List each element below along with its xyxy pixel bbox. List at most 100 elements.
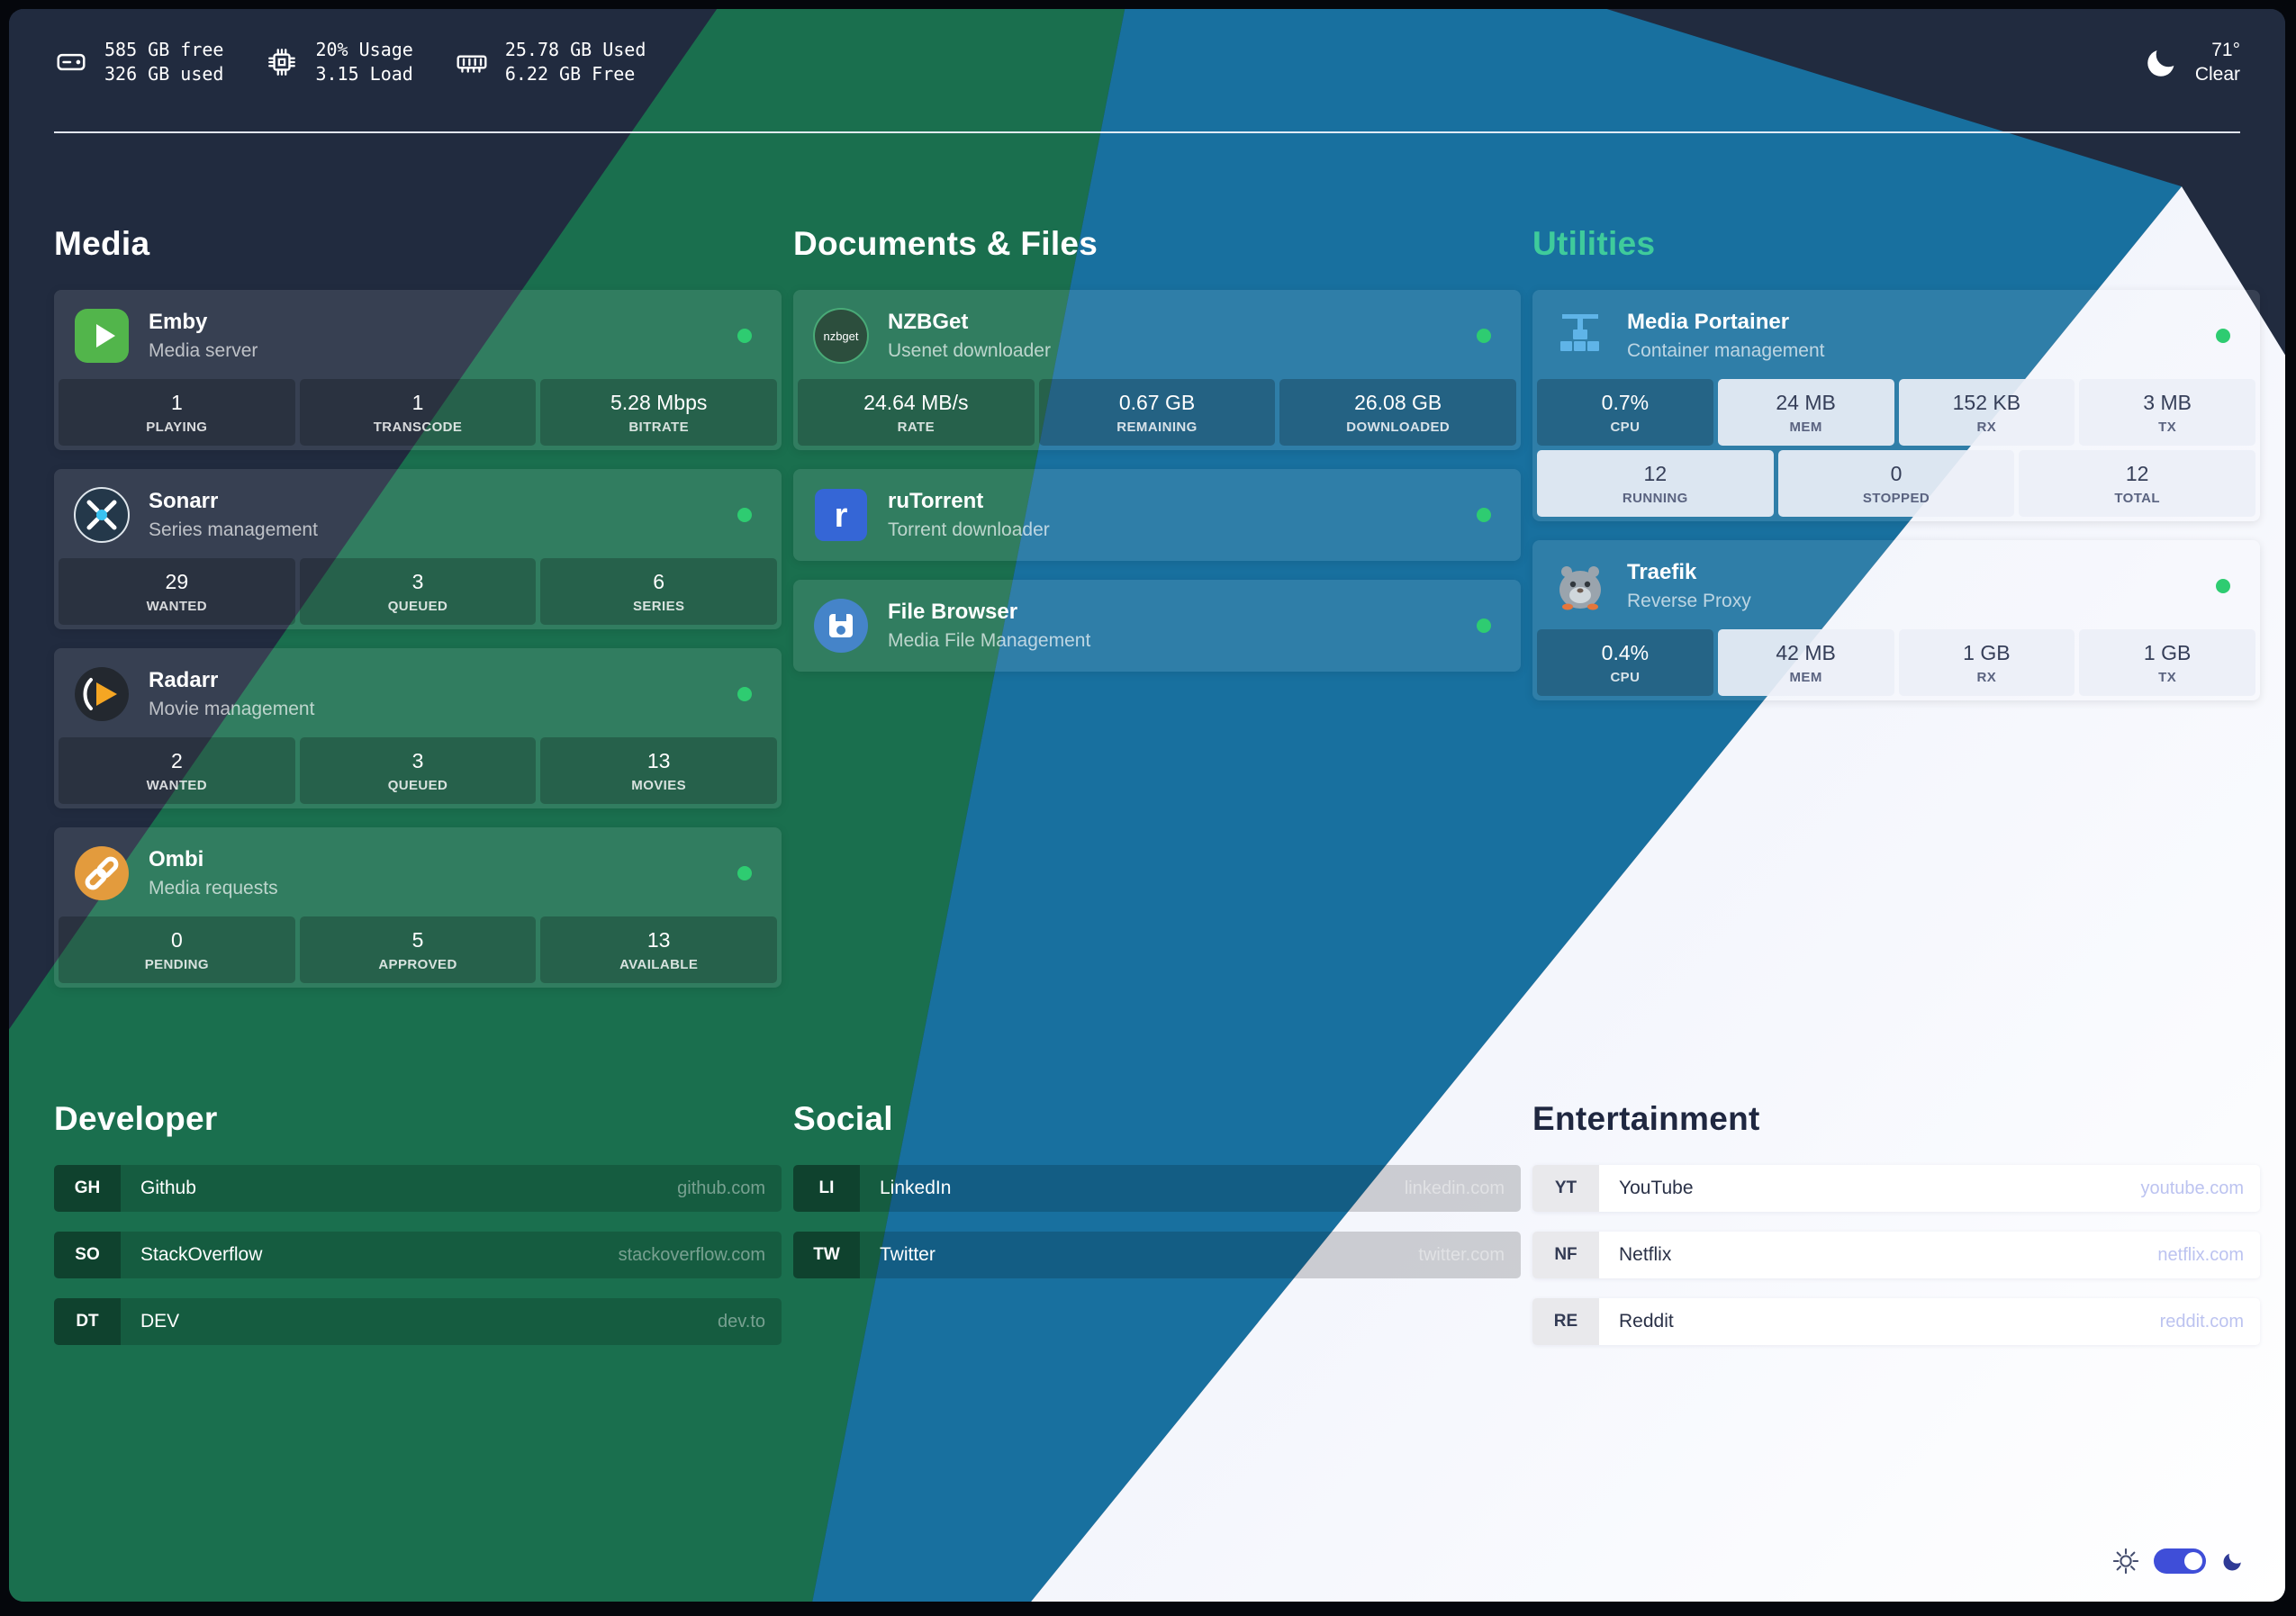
app-card-traefik[interactable]: Traefik Reverse Proxy 0.4% CPU 42 MB MEM (1532, 540, 2260, 700)
link-url: netflix.com (2157, 1244, 2244, 1265)
link-dev[interactable]: DT DEV dev.to (54, 1298, 782, 1345)
stat-value: 0.4% (1601, 641, 1650, 664)
app-name: File Browser (888, 600, 1018, 624)
stat-chip: 29 WANTED (59, 558, 295, 625)
stat-value: 13 (646, 928, 671, 952)
app-card-sonarr[interactable]: Sonarr Series management 29 WANTED 3 QUE… (54, 469, 782, 629)
radarr-icon (73, 665, 131, 723)
stat-label: CPU (1610, 670, 1641, 685)
app-card-emby[interactable]: Emby Media server 1 PLAYING 1 TRANSCODE (54, 290, 782, 450)
memory-used-text: 25.78 GB Used (504, 39, 646, 60)
stat-value: 24 MB (1776, 391, 1836, 414)
app-subtitle: Torrent downloader (888, 519, 1050, 540)
link-url: youtube.com (2140, 1178, 2244, 1198)
moon-icon[interactable] (2220, 1548, 2246, 1574)
link-tag-badge: TW (793, 1232, 860, 1278)
stat-label: STOPPED (1862, 491, 1930, 506)
theme-toggle-knob (2184, 1552, 2202, 1570)
status-dot (1477, 618, 1491, 633)
stat-label: AVAILABLE (619, 957, 699, 972)
stat-chip: 42 MB MEM (1717, 629, 1894, 696)
app-card-portainer[interactable]: Media Portainer Container management 0.7… (1532, 290, 2260, 521)
cpu-usage-text: 20% Usage (315, 39, 413, 60)
link-name: DEV (140, 1311, 180, 1332)
stat-label: CPU (1610, 420, 1641, 435)
stat-label: RX (1976, 670, 1997, 685)
topbar-divider (54, 131, 2240, 133)
link-url: reddit.com (2159, 1311, 2244, 1332)
stat-label: BITRATE (628, 420, 690, 435)
stat-value: 24.64 MB/s (863, 391, 969, 414)
status-dot (737, 508, 752, 522)
stat-chip: 12 RUNNING (1537, 450, 1774, 517)
link-tag-badge: NF (1532, 1232, 1599, 1278)
section-title-utilities: Utilities (1532, 225, 1656, 262)
stat-value: 26.08 GB (1354, 391, 1442, 414)
stat-value: 1 (411, 391, 424, 414)
link-name: Twitter (880, 1244, 936, 1265)
stat-label: MEM (1789, 420, 1822, 435)
app-subtitle: Media server (149, 340, 258, 361)
temperature-text: 71° (2211, 40, 2240, 60)
link-github[interactable]: GH Github github.com (54, 1165, 782, 1212)
link-tag-badge: GH (54, 1165, 121, 1212)
stat-chip: 1 PLAYING (59, 379, 295, 446)
rutorrent-icon: r (812, 486, 870, 544)
emby-icon (73, 307, 131, 365)
sun-icon[interactable] (2112, 1548, 2139, 1575)
app-card-nzbget[interactable]: nzbget NZBGet Usenet downloader 24.64 MB… (793, 290, 1521, 450)
stat-chip: 0.4% CPU (1537, 629, 1713, 696)
link-stackoverflow[interactable]: SO StackOverflow stackoverflow.com (54, 1232, 782, 1278)
app-name: Media Portainer (1627, 310, 1790, 334)
link-netflix[interactable]: NF Netflix netflix.com (1532, 1232, 2260, 1278)
system-status-bar: 585 GB free 326 GB used 20% Usage 3.15 L… (54, 38, 2240, 86)
app-subtitle: Movie management (149, 699, 315, 719)
section-documents-files: Documents & Files nzbget NZBGet Usenet d… (793, 225, 1521, 691)
section-developer: Developer GH Github github.com SO StackO… (54, 1100, 782, 1365)
app-card-radarr[interactable]: Radarr Movie management 2 WANTED 3 QUEUE… (54, 648, 782, 808)
disk-used-text: 326 GB used (104, 63, 224, 85)
memory-status: 25.78 GB Used 6.22 GB Free (455, 38, 646, 86)
app-card-rutorrent[interactable]: r ruTorrent Torrent downloader (793, 469, 1521, 561)
stat-label: MEM (1789, 670, 1822, 685)
theme-toggle-switch[interactable] (2154, 1548, 2206, 1574)
app-card-filebrowser[interactable]: File Browser Media File Management (793, 580, 1521, 672)
stat-label: APPROVED (378, 957, 457, 972)
link-url: stackoverflow.com (618, 1244, 765, 1265)
crescent-moon-icon (2143, 43, 2181, 81)
stat-label: RATE (897, 420, 935, 435)
link-twitter[interactable]: TW Twitter twitter.com (793, 1232, 1521, 1278)
status-dot (2216, 579, 2230, 593)
stat-value: 1 GB (2143, 641, 2192, 664)
stat-label: QUEUED (387, 599, 448, 614)
status-dot (737, 866, 752, 880)
weather-widget: 71° Clear (2143, 38, 2240, 86)
stat-chip: 0 PENDING (59, 916, 295, 983)
stat-value: 1 (170, 391, 183, 414)
memory-icon (455, 45, 489, 79)
svg-text:r: r (835, 497, 848, 535)
traefik-icon (1551, 557, 1609, 615)
link-you tube[interactable]: YT YouTube youtube.com (1532, 1165, 2260, 1212)
stat-chip: 13 MOVIES (540, 737, 778, 804)
app-card-ombi[interactable]: Ombi Media requests 0 PENDING 5 APPROVED (54, 827, 782, 988)
stat-chip: 12 TOTAL (2019, 450, 2256, 517)
stat-chip: 13 AVAILABLE (540, 916, 778, 983)
cpu-load-text: 3.15 Load (315, 63, 413, 85)
filebrowser-icon (812, 597, 870, 655)
link-linkedin[interactable]: LI LinkedIn linkedin.com (793, 1165, 1521, 1212)
section-title-documents-files: Documents & Files (793, 225, 1098, 262)
app-name: ruTorrent (888, 489, 984, 513)
stat-chip: 1 GB RX (1898, 629, 2075, 696)
link-url: github.com (677, 1178, 765, 1198)
link-reddit[interactable]: RE Reddit reddit.com (1532, 1298, 2260, 1345)
svg-text:nzbget: nzbget (823, 330, 858, 343)
stat-value: 5.28 Mbps (610, 391, 708, 414)
theme-toggle (2112, 1548, 2246, 1575)
app-subtitle: Series management (149, 519, 318, 540)
status-dot (737, 687, 752, 701)
portainer-icon (1551, 307, 1609, 365)
stat-label: TRANSCODE (373, 420, 463, 435)
link-url: dev.to (718, 1311, 765, 1332)
nzbget-icon: nzbget (812, 307, 870, 365)
